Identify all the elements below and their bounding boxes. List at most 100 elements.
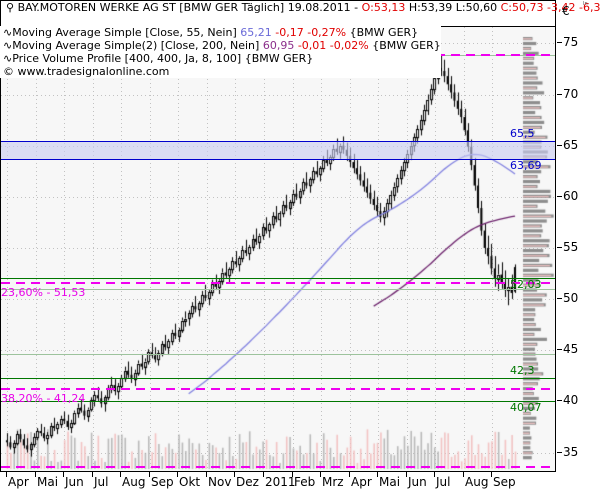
copyright-text: © www.tradesignalonline.com <box>0 65 441 78</box>
price-level-line-52-03[interactable] <box>1 278 555 280</box>
indicator-wave-icon: ∿ <box>3 39 13 52</box>
quote-low: L:50,60 <box>455 1 498 14</box>
date-axis-tick: Jul <box>436 475 451 489</box>
legend-name: Moving Average Simple(2) <box>12 39 158 52</box>
date-tick-mark <box>292 472 293 477</box>
legend-item-ma200[interactable]: ∿Moving Average Simple(2) [Close, 200, N… <box>0 39 441 52</box>
date-tick-mark <box>6 472 7 477</box>
price-level-line-63-69[interactable] <box>1 159 555 161</box>
date-axis-tick: Feb <box>294 475 316 489</box>
instrument-title-row[interactable]: ⚲ BAY.MOTOREN WERKE AG ST [BMW GER Tägli… <box>3 1 600 14</box>
corner-note-text: In <box>583 1 588 7</box>
quote-high: H:53,39 <box>408 1 453 14</box>
date-tick-mark <box>177 472 178 477</box>
date-axis-tick: Sep <box>493 475 516 489</box>
date-tick-mark <box>92 472 93 477</box>
legend-name: Moving Average Simple <box>12 26 142 39</box>
date-tick-mark <box>320 472 321 477</box>
fib-label-23-60%: 23,60% - 51,53 <box>1 286 86 300</box>
date-tick-mark <box>491 472 492 477</box>
price-level-label-52-03: 52,03 <box>510 278 542 292</box>
price-axis-tick: 35 <box>557 445 578 459</box>
legend-source: {BMW GER} <box>372 39 441 52</box>
price-axis-tick: 45 <box>557 342 578 356</box>
instrument-name: BAY.MOTOREN WERKE AG ST <box>17 1 176 14</box>
date-axis-tick: Sep <box>151 475 174 489</box>
quote-date: 19.08.2011 - <box>287 1 359 14</box>
price-axis-tick: 60 <box>557 189 578 203</box>
date-axis[interactable]: Apr Mai Jun Jul Aug Sep Okt Nov Dez 2011 Feb Mrz Apr… <box>0 472 600 500</box>
price-level-line-42-3[interactable] <box>1 377 555 379</box>
date-axis-tick: Dez <box>236 475 259 489</box>
legend-params: [Close, 200, Nein] <box>160 39 260 52</box>
legend-source: {BMW GER} <box>244 52 314 65</box>
indicator-wave-icon: ∿ <box>3 26 13 39</box>
date-axis-tick: Okt <box>179 475 201 489</box>
fib-line-38-20%[interactable] <box>1 387 555 390</box>
legend-change-abs: -0,17 <box>275 26 304 39</box>
legend-change-abs: -0,01 <box>297 39 327 52</box>
price-chart-plot-area[interactable]: 65,5 63,69 52,03 42,3 40,07 23,60% - 51,53 38,… <box>0 26 556 472</box>
legend-value: 65,21 <box>240 26 272 39</box>
header-background <box>0 0 556 26</box>
fib-label-38-20%: 38,20% - 41,24 <box>1 391 86 405</box>
date-tick-mark <box>434 472 435 477</box>
fib-frame-mid[interactable] <box>1 288 555 290</box>
legend-item-volume-profile[interactable]: ∿Price Volume Profile [400, 400, Ja, 8, … <box>0 52 441 65</box>
date-axis-tick: Jul <box>94 475 109 489</box>
fib-frame-low[interactable] <box>1 354 555 356</box>
date-axis-tick: 2011 <box>265 475 296 489</box>
legend-params: [400, 400, Ja, 8, 100] <box>124 52 242 65</box>
price-axis-tick: 75 <box>557 35 578 49</box>
fib-line-23-60%[interactable] <box>1 282 555 285</box>
date-tick-mark <box>234 472 235 477</box>
date-tick-mark <box>206 472 207 477</box>
price-axis-tick: 40 <box>557 393 578 407</box>
date-axis-tick: Aug <box>465 475 489 489</box>
quote-change-pct: -6,32% <box>578 1 600 14</box>
instrument-symbol: [BMW GER Täglich] <box>179 1 285 14</box>
price-level-label-42-3: 42,3 <box>510 363 535 377</box>
legend-name: Price Volume Profile <box>12 52 122 65</box>
date-tick-mark <box>63 472 64 477</box>
date-tick-mark <box>149 472 150 477</box>
price-axis-tick: 65 <box>557 138 578 152</box>
price-level-label-65-5: 65,5 <box>510 126 535 140</box>
price-level-line-40-07[interactable] <box>1 400 555 402</box>
date-axis-tick: Mai <box>37 475 59 489</box>
date-tick-mark <box>35 472 36 477</box>
legend-change-pct: -0,27% <box>307 26 347 39</box>
instrument-icon: ⚲ <box>6 1 15 14</box>
date-axis-tick: Aug <box>122 475 146 489</box>
price-series-canvas <box>1 27 555 471</box>
date-axis-tick: Mrz <box>322 475 344 489</box>
date-axis-tick: Mai <box>379 475 401 489</box>
date-tick-mark <box>349 472 350 477</box>
legend-value: 60,95 <box>262 39 295 52</box>
legend-source: {BMW GER} <box>349 26 419 39</box>
date-tick-mark <box>377 472 378 477</box>
support-resistance-band[interactable] <box>1 140 555 160</box>
date-tick-mark <box>406 472 407 477</box>
currency-label: € <box>562 4 570 18</box>
date-axis-tick: Apr <box>351 475 372 489</box>
date-axis-tick: Nov <box>208 475 232 489</box>
indicator-legend: ∿Moving Average Simple [Close, 55, Nein]… <box>0 26 441 78</box>
quote-open: O:53,13 <box>361 1 406 14</box>
quote-change-abs: -3,42 <box>547 1 576 14</box>
fib-line-100%[interactable] <box>1 465 555 468</box>
date-axis-tick: Jun <box>408 475 427 489</box>
price-level-line-65-5[interactable] <box>1 140 555 142</box>
price-axis-tick: 70 <box>557 87 578 101</box>
price-axis-tick: 55 <box>557 240 578 254</box>
price-level-label-63-69: 63,69 <box>510 159 542 173</box>
legend-item-ma55[interactable]: ∿Moving Average Simple [Close, 55, Nein]… <box>0 26 441 39</box>
date-tick-mark <box>463 472 464 477</box>
date-axis-tick: Apr <box>8 475 29 489</box>
indicator-wave-icon: ∿ <box>3 52 13 65</box>
quote-close: C:50,73 <box>500 1 544 14</box>
date-tick-mark <box>120 472 121 477</box>
legend-change-pct: -0,02% <box>329 39 369 52</box>
price-axis[interactable]: 75 70 65 60 55 50 45 40 35 <box>557 26 600 472</box>
